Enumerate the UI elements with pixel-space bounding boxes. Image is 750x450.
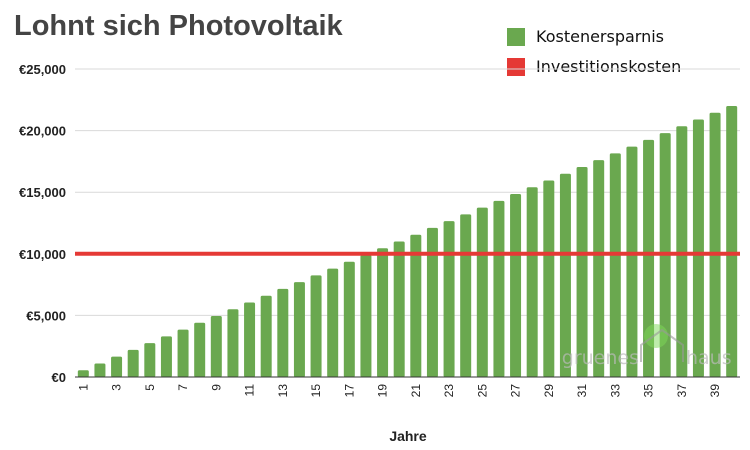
y-tick-label: €20,000 [19, 124, 66, 139]
bar-year-5 [144, 343, 156, 377]
y-tick-label: €25,000 [19, 62, 66, 77]
x-tick-label: 25 [475, 384, 489, 398]
bar-year-40 [726, 105, 738, 378]
bar-year-28 [526, 187, 538, 377]
x-tick-label: 17 [342, 384, 356, 398]
bar-year-16 [327, 268, 339, 377]
bar-year-37 [676, 126, 688, 378]
bar-year-23 [443, 221, 455, 377]
x-tick-label: 39 [708, 384, 722, 398]
legend-label: Kostenersparnis [536, 27, 665, 46]
legend-item-kostenersparnis: Kostenersparnis [507, 27, 664, 46]
x-tick-label: 19 [376, 384, 390, 398]
bar-year-4 [127, 349, 139, 377]
x-tick-label: 5 [143, 384, 157, 391]
bar-year-11 [244, 302, 256, 377]
bar-year-1 [77, 370, 89, 377]
bar-year-10 [227, 309, 239, 377]
legend-swatch-red [507, 57, 525, 76]
x-tick-label: 9 [209, 384, 223, 391]
y-tick-label: €0 [52, 370, 66, 385]
chart-title: Lohnt sich Photovoltaik [14, 10, 343, 42]
bar-year-32 [593, 160, 605, 377]
bar-year-27 [510, 194, 522, 377]
y-tick-label: €15,000 [19, 185, 66, 200]
x-tick-label: 35 [642, 384, 656, 398]
bar-year-13 [277, 288, 289, 377]
bar-year-3 [111, 356, 123, 377]
bar-year-15 [310, 275, 322, 377]
bar-year-12 [260, 295, 272, 377]
bar-year-14 [293, 282, 305, 377]
watermark-text: gruenes [562, 347, 639, 369]
x-tick-label: 33 [608, 384, 622, 398]
x-tick-label: 27 [509, 384, 523, 398]
x-tick-label: 31 [575, 384, 589, 398]
bar-year-25 [476, 207, 488, 377]
bar-year-34 [626, 146, 638, 377]
x-tick-label: 7 [176, 384, 190, 391]
bar-year-24 [460, 214, 472, 377]
x-axis-title: Jahre [389, 428, 427, 444]
x-tick-label: 37 [675, 384, 689, 398]
bar-year-26 [493, 200, 505, 377]
x-tick-label: 13 [276, 384, 290, 398]
bar-year-7 [177, 329, 189, 377]
bar-year-17 [343, 261, 355, 377]
legend-swatch-green [507, 27, 525, 46]
bar-year-20 [393, 241, 405, 377]
x-tick-label: 1 [76, 384, 90, 391]
x-tick-label: 29 [542, 384, 556, 398]
bar-year-33 [609, 153, 621, 377]
x-tick-label: 15 [309, 384, 323, 398]
x-tick-label: 11 [243, 384, 257, 397]
bar-year-29 [543, 180, 555, 377]
bar-year-6 [160, 336, 172, 377]
bar-year-22 [426, 227, 438, 377]
x-tick-label: 21 [409, 384, 423, 398]
bar-year-38 [692, 119, 704, 378]
bar-year-8 [194, 322, 206, 377]
x-tick-label: 23 [442, 384, 456, 398]
bar-year-19 [377, 248, 389, 377]
bar-year-18 [360, 255, 372, 377]
bar-year-9 [210, 316, 222, 377]
legend-item-investitionskosten: Investitionskosten [507, 57, 681, 76]
bar-year-31 [576, 166, 588, 377]
watermark-logo-circle [644, 324, 668, 348]
bar-year-35 [643, 139, 655, 377]
bar-year-39 [709, 112, 721, 378]
watermark-house-icon [640, 328, 684, 362]
bar-year-30 [559, 173, 571, 377]
y-tick-label: €10,000 [19, 247, 66, 262]
bar-year-2 [94, 363, 106, 377]
x-tick-label: 3 [110, 384, 124, 391]
watermark-text: haus [686, 347, 732, 369]
legend-label: Investitionskosten [536, 57, 682, 76]
bar-year-21 [410, 234, 422, 377]
y-tick-label: €5,000 [26, 308, 66, 323]
